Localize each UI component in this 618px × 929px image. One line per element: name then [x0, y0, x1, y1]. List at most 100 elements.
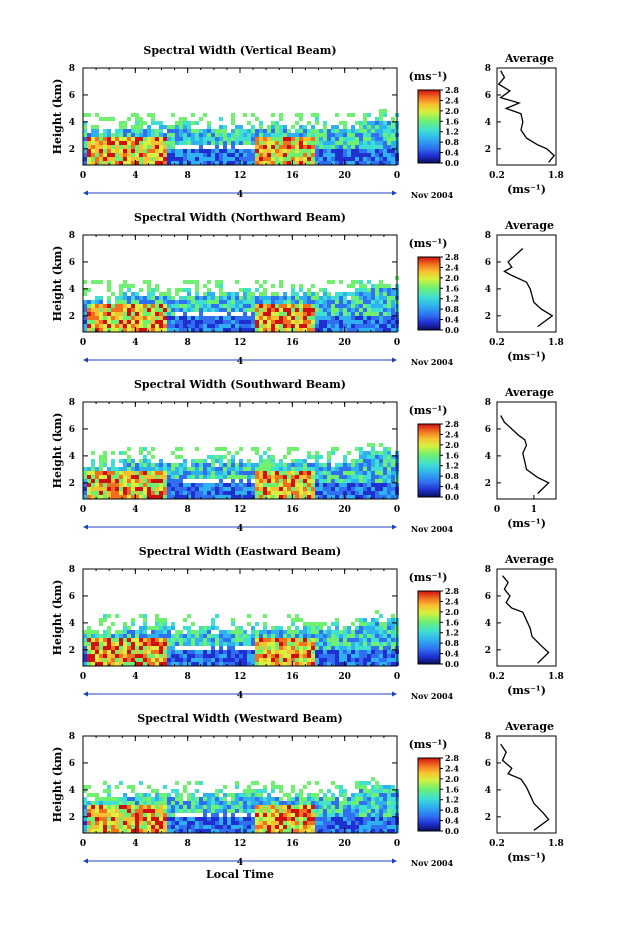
heat-cell — [183, 316, 187, 320]
heat-cell — [307, 483, 311, 487]
heat-cell — [363, 654, 367, 658]
heat-cell — [307, 141, 311, 145]
heat-cell — [327, 153, 331, 157]
heat-cell — [215, 296, 219, 300]
heat-cell — [299, 495, 303, 499]
heat-cell — [255, 157, 259, 161]
heat-cell — [283, 634, 287, 638]
heat-cell — [167, 809, 171, 813]
heat-cell — [187, 121, 191, 125]
heat-cell — [155, 149, 159, 153]
heat-cell — [263, 646, 267, 650]
heat-cell — [239, 793, 243, 797]
heat-cell — [147, 328, 151, 332]
heat-cell — [331, 133, 335, 137]
heat-cell — [367, 292, 371, 296]
heat-cell — [379, 805, 383, 809]
heat-cell — [119, 817, 123, 821]
heat-cell — [363, 324, 367, 328]
heat-cell — [87, 817, 91, 821]
heat-cell — [139, 328, 143, 332]
heat-cell — [323, 821, 327, 825]
heat-cell — [87, 825, 91, 829]
heat-cell — [199, 471, 203, 475]
heat-cell — [203, 129, 207, 133]
heat-cell — [191, 463, 195, 467]
heat-cell — [183, 320, 187, 324]
heat-cell — [155, 789, 159, 793]
heat-cell — [259, 455, 263, 459]
heat-cell — [347, 145, 351, 149]
heat-cell — [327, 280, 331, 284]
heat-cell — [119, 312, 123, 316]
heat-cell — [159, 642, 163, 646]
heat-cell — [375, 813, 379, 817]
heat-cell — [279, 153, 283, 157]
heat-cell — [343, 650, 347, 654]
heat-cell — [175, 292, 179, 296]
heat-cell — [379, 133, 383, 137]
heat-cell — [223, 638, 227, 642]
heat-cell — [199, 463, 203, 467]
heat-cell — [323, 793, 327, 797]
heat-cell — [319, 316, 323, 320]
heat-cell — [391, 650, 395, 654]
heat-cell — [247, 495, 251, 499]
heat-cell — [375, 662, 379, 666]
heat-cell — [91, 157, 95, 161]
heat-cell — [243, 157, 247, 161]
heat-cell — [123, 642, 127, 646]
heat-cell — [303, 654, 307, 658]
heat-cell — [143, 296, 147, 300]
heat-cell — [179, 133, 183, 137]
heat-cell — [179, 658, 183, 662]
heat-cell — [147, 475, 151, 479]
heat-cell — [387, 121, 391, 125]
heat-cell — [323, 304, 327, 308]
avg-y-tick-label: 6 — [485, 592, 491, 602]
heat-cell — [239, 161, 243, 165]
heat-cell — [167, 650, 171, 654]
heat-cell — [147, 308, 151, 312]
heat-cell — [151, 447, 155, 451]
heat-cell — [383, 495, 387, 499]
heat-cell — [203, 113, 207, 117]
heat-cell — [155, 145, 159, 149]
heat-cell — [127, 316, 131, 320]
heat-cell — [139, 447, 143, 451]
heat-cell — [375, 161, 379, 165]
heat-cell — [387, 813, 391, 817]
heat-cell — [379, 109, 383, 113]
heat-cell — [259, 284, 263, 288]
heat-cell — [135, 797, 139, 801]
heat-cell — [187, 125, 191, 129]
heat-cell — [379, 149, 383, 153]
x-tick-label: 4 — [132, 505, 138, 515]
heat-cell — [315, 320, 319, 324]
heat-cell — [375, 312, 379, 316]
heat-cell — [111, 821, 115, 825]
heat-cell — [183, 467, 187, 471]
heat-cell — [255, 658, 259, 662]
y-tick-label: 6 — [69, 91, 75, 101]
heat-cell — [291, 304, 295, 308]
heat-cell — [243, 797, 247, 801]
heat-cell — [307, 455, 311, 459]
heat-cell — [171, 817, 175, 821]
heat-cell — [151, 141, 155, 145]
heat-cell — [231, 809, 235, 813]
heat-cell — [387, 308, 391, 312]
heat-cell — [139, 316, 143, 320]
heat-cell — [131, 809, 135, 813]
heat-cell — [391, 654, 395, 658]
heat-cell — [235, 662, 239, 666]
heat-cell — [219, 324, 223, 328]
heat-cell — [327, 829, 331, 833]
heat-cell — [111, 316, 115, 320]
heat-cell — [371, 125, 375, 129]
heat-cell — [371, 479, 375, 483]
heat-cell — [143, 817, 147, 821]
heat-cell — [87, 654, 91, 658]
heat-cell — [355, 650, 359, 654]
heat-cell — [203, 296, 207, 300]
